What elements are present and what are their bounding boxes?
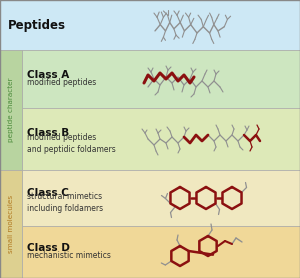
Text: modified peptides
and peptidic foldamers: modified peptides and peptidic foldamers [27, 133, 116, 154]
Text: peptide character: peptide character [8, 78, 14, 142]
Text: modified peptides: modified peptides [27, 78, 96, 87]
Text: Class C: Class C [27, 187, 69, 197]
Text: Class A: Class A [27, 70, 69, 80]
Text: Class B: Class B [27, 128, 69, 138]
Bar [22, 108, 300, 170]
Bar [22, 226, 300, 278]
Text: Class D: Class D [27, 243, 70, 253]
Bar [0, 0, 300, 50]
Text: structural mimetics
including foldamers: structural mimetics including foldamers [27, 192, 103, 213]
Bar [22, 170, 300, 226]
Bar [0, 170, 22, 278]
Text: mechanistic mimetics: mechanistic mimetics [27, 251, 111, 260]
Text: small molecules: small molecules [8, 195, 14, 253]
Bar [22, 50, 300, 108]
Bar [0, 50, 22, 170]
Text: Peptides: Peptides [8, 19, 66, 31]
